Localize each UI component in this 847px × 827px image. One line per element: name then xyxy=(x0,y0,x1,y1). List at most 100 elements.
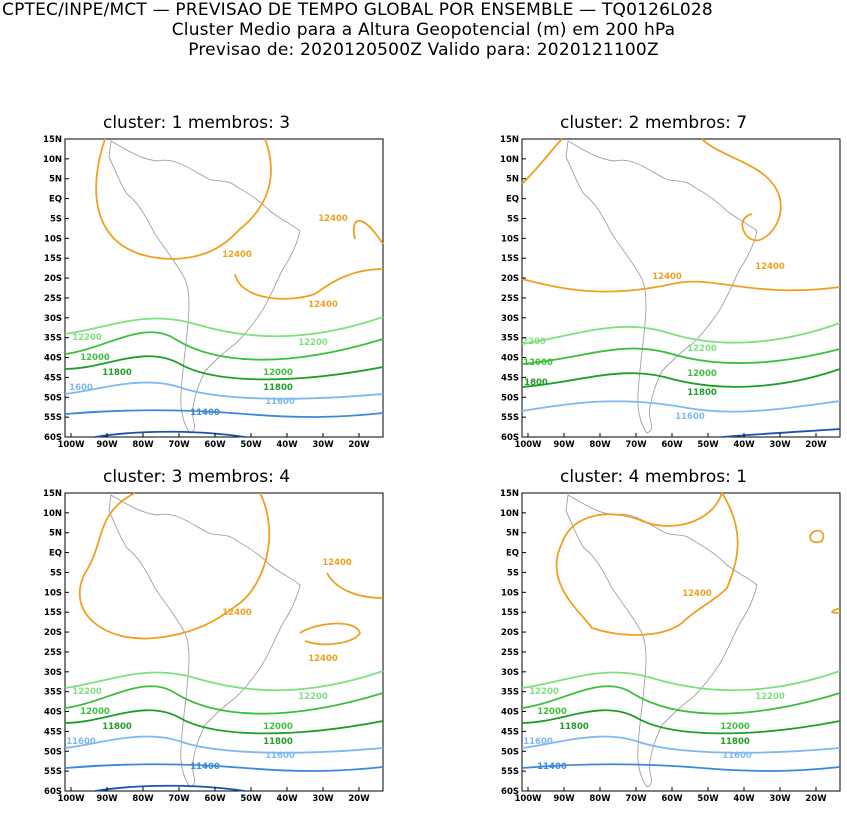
lat-label: 5S xyxy=(50,568,62,578)
lat-label: 10N xyxy=(43,509,62,519)
contour-line xyxy=(78,492,271,640)
coastline xyxy=(108,140,301,434)
lon-label: 40W xyxy=(733,794,755,804)
contour-line xyxy=(521,278,841,293)
map-plot: 12400 12400 12400 12200 12200 12000 12000 11800… xyxy=(43,489,384,804)
contour-label: 11400 xyxy=(190,762,220,772)
contour-label: 12400 xyxy=(755,262,785,272)
contour-line xyxy=(521,735,841,754)
contour-label: 11400 xyxy=(190,408,220,418)
lon-label: 60W xyxy=(204,440,226,450)
contour-line xyxy=(521,322,841,345)
map-plot: 12400 12400 2200 12200 12000 12000 1800 11800 11… xyxy=(500,135,841,450)
lat-label: 60S xyxy=(44,787,62,797)
contour-label: 12000 xyxy=(537,707,567,717)
lon-label: 30W xyxy=(312,440,334,450)
lon-label: 30W xyxy=(769,440,791,450)
contour-label: 11600 xyxy=(523,737,553,747)
contour-label: 12400 xyxy=(222,250,252,260)
map-panel-cluster-4: cluster: 4 membros: 1 12400 12200 12200 120… xyxy=(492,467,841,827)
contour-line xyxy=(64,355,384,381)
contour-line xyxy=(64,409,384,418)
lon-label: 70W xyxy=(625,794,647,804)
lat-label: 60S xyxy=(501,787,519,797)
lon-label: 80W xyxy=(589,794,611,804)
coastline xyxy=(565,140,758,434)
map-panel-cluster-1: cluster: 1 membros: 3 12400 12400 12400 122… xyxy=(35,113,384,473)
lon-label: 70W xyxy=(168,440,190,450)
lat-label: 15N xyxy=(500,489,519,499)
contour-line xyxy=(95,138,272,260)
contour-line xyxy=(521,709,841,735)
panel-title: cluster: 2 membros: 7 xyxy=(559,113,748,133)
lat-label: 5N xyxy=(506,175,519,185)
contour-label: 1600 xyxy=(69,383,93,393)
contour-label: 11600 xyxy=(675,412,705,422)
contour-line xyxy=(521,368,841,388)
lat-label: 15N xyxy=(500,135,519,145)
contour-line xyxy=(64,381,384,400)
coastline xyxy=(108,494,301,788)
contour-label: 12200 xyxy=(298,692,328,702)
contour-label: 12400 xyxy=(682,589,712,599)
plot-frame xyxy=(521,138,841,438)
contour-line xyxy=(521,685,841,715)
contour-line xyxy=(521,138,563,185)
lon-label: 60W xyxy=(661,440,683,450)
lat-label: 10N xyxy=(43,155,62,165)
contour-line xyxy=(809,529,825,544)
contour-line xyxy=(521,347,841,365)
lon-label: 20W xyxy=(348,440,370,450)
contour-line xyxy=(64,709,384,735)
contour-label: 12000 xyxy=(523,358,553,368)
contour-label: 11600 xyxy=(66,737,96,747)
lat-label: 30S xyxy=(501,314,519,324)
lat-label: 50S xyxy=(44,747,62,757)
lat-label: 15N xyxy=(43,135,62,145)
contour-label: 12000 xyxy=(720,722,750,732)
lat-label: 35S xyxy=(44,688,62,698)
lat-label: 60S xyxy=(44,433,62,443)
lat-label: EQ xyxy=(506,195,519,205)
lat-label: 5N xyxy=(506,529,519,539)
contour-line xyxy=(521,763,841,772)
contour-label: 11800 xyxy=(102,368,132,378)
lat-label: 30S xyxy=(44,668,62,678)
lat-label: 30S xyxy=(44,314,62,324)
lat-label: 35S xyxy=(501,334,519,344)
lon-label: 90W xyxy=(553,794,575,804)
lon-label: 70W xyxy=(168,794,190,804)
map-panel-cluster-3: cluster: 3 membros: 4 12400 12400 12400 122… xyxy=(35,467,384,827)
contour-label: 12200 xyxy=(529,687,559,697)
contour-label: 12000 xyxy=(263,368,293,378)
contour-line xyxy=(831,607,841,614)
contour-label: 11400 xyxy=(537,762,567,772)
contour-line xyxy=(64,316,384,338)
contour-label: 12000 xyxy=(687,369,717,379)
contour-line xyxy=(721,428,841,438)
contour-label: 12400 xyxy=(652,272,682,282)
lon-label: 30W xyxy=(312,794,334,804)
lon-label: 50W xyxy=(697,794,719,804)
header-line-1: CPTEC/INPE/MCT — PREVISAO DE TEMPO GLOBA… xyxy=(2,0,713,20)
contour-label: 11600 xyxy=(722,751,752,761)
lat-label: 5N xyxy=(49,529,62,539)
lat-label: 45S xyxy=(44,373,62,383)
contour-label: 11800 xyxy=(687,388,717,398)
lon-label: 50W xyxy=(240,794,262,804)
contour-label: 12200 xyxy=(755,692,785,702)
figure-header: CPTEC/INPE/MCT — PREVISAO DE TEMPO GLOBA… xyxy=(0,0,847,60)
lon-label: 40W xyxy=(733,440,755,450)
lon-label: 20W xyxy=(348,794,370,804)
lat-label: 10S xyxy=(501,234,519,244)
lat-label: 20S xyxy=(501,628,519,638)
contour-line xyxy=(521,400,841,413)
lon-label: 60W xyxy=(661,794,683,804)
lat-label: 25S xyxy=(44,294,62,304)
contour-label: 11800 xyxy=(720,737,750,747)
lon-label: 30W xyxy=(769,794,791,804)
lat-label: 40S xyxy=(501,354,519,364)
contour-label: 12000 xyxy=(263,722,293,732)
contour-label: 11600 xyxy=(265,397,295,407)
contour-line xyxy=(555,492,739,636)
